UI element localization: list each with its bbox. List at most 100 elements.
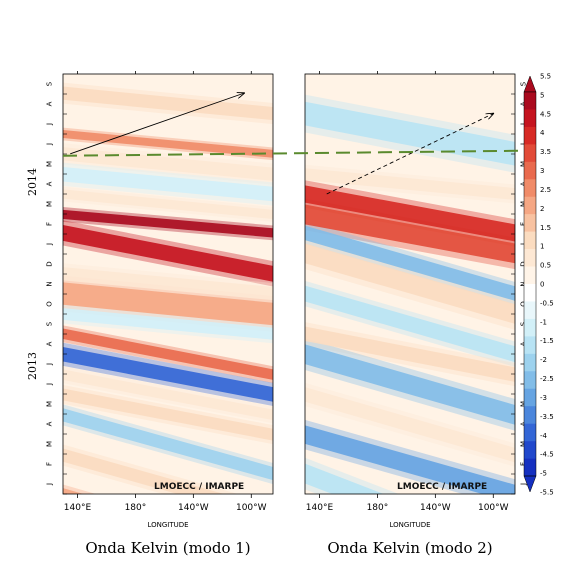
colorbar-label: -3 (540, 394, 547, 402)
colorbar-swatch (524, 371, 536, 390)
year-label-2014: 2014 (26, 168, 39, 196)
y-tick-label: J (46, 243, 54, 246)
y-tick-label: F (520, 222, 528, 226)
colorbar-frame (523, 91, 537, 477)
y-tick-label: M (520, 401, 528, 407)
y-tick-label: N (46, 281, 54, 286)
anomaly-band (305, 243, 515, 324)
colorbar-swatch (524, 266, 536, 285)
x-tick-label: 100°W (478, 503, 509, 513)
y-tick-label: J (46, 363, 54, 366)
anomaly-band (305, 463, 384, 494)
colorbar-swatch (524, 458, 536, 477)
y-tick-label: D (46, 261, 54, 266)
anomaly-field (305, 94, 515, 494)
colorbar-label: 4.5 (540, 110, 551, 118)
colorbar: 5.5 5 4.5 4 3.5 3 2.5 2 1.5 1 0.5 0 -0.5 -1 -1.5 -2 -2.5… (523, 73, 554, 497)
y-tick-label: J (46, 383, 54, 386)
anomaly-band (305, 326, 515, 382)
y-tick-label: A (46, 341, 54, 346)
y-tick-label: M (520, 201, 528, 207)
y-tick-label: A (520, 181, 528, 186)
anomaly-band (305, 387, 515, 463)
y-tick-label: M (46, 401, 54, 407)
colorbar-label: 1 (540, 243, 544, 251)
panel-title: Onda Kelvin (modo 2) (327, 539, 492, 557)
anomaly-band (63, 488, 84, 494)
phase-reference-line (62, 149, 521, 157)
colorbar-label: -1 (540, 318, 547, 326)
y-tick-label: O (46, 301, 54, 307)
y-tick-label: F (46, 462, 54, 466)
colorbar-swatch (524, 214, 536, 232)
y-tick-label: J (46, 123, 54, 126)
y-tick-label: A (46, 181, 54, 186)
y-tick-label: F (520, 462, 528, 466)
colorbar-label: -4 (540, 432, 548, 440)
y-tick-label: J (46, 483, 54, 486)
y-tick-label: N (520, 281, 528, 286)
x-axis-title: LONGITUDE (147, 521, 188, 529)
colorbar-swatch (524, 318, 536, 337)
anomaly-field (63, 82, 273, 494)
colorbar-swatch (524, 423, 536, 442)
panel-frame (304, 73, 516, 495)
anomaly-band (63, 189, 273, 220)
anomaly-band (63, 408, 273, 481)
anomaly-band (63, 308, 273, 340)
colorbar-swatch (524, 406, 536, 424)
y-tick-label: D (520, 261, 528, 266)
colorbar-label: -1.5 (540, 337, 554, 345)
colorbar-swatch (524, 249, 536, 267)
colorbar-swatch (524, 109, 536, 128)
propagation-arrow (326, 114, 494, 195)
anomaly-band (63, 346, 273, 402)
y-tick-label: A (520, 421, 528, 426)
y-tick-label: S (520, 321, 528, 326)
y-tick-label: J (46, 143, 54, 146)
anomaly-band (63, 369, 273, 421)
year-label-2013: 2013 (26, 352, 39, 380)
panel-mode-1: 140°E 180° 140°W 100°W J F M A M J J A S O N D J F M A M J J A S… (46, 71, 274, 557)
colorbar-swatch (524, 144, 536, 163)
x-tick-label: 100°W (236, 503, 267, 513)
colorbar-swatch (524, 92, 536, 110)
anomaly-band (305, 344, 515, 425)
y-tick-label: J (520, 483, 528, 486)
colorbar-label: -3.5 (540, 413, 554, 421)
colorbar-label: 0.5 (540, 262, 551, 270)
x-axis-title: LONGITUDE (389, 521, 430, 529)
colorbar-label: -5.5 (540, 489, 554, 497)
propagation-arrow (70, 93, 244, 155)
colorbar-label: 3.5 (540, 148, 551, 156)
colorbar-label: -5 (540, 470, 547, 478)
x-tick-label: 140°W (178, 503, 209, 513)
colorbar-label: 2 (540, 205, 544, 213)
y-tick-label: A (520, 341, 528, 346)
colorbar-swatch (524, 284, 536, 302)
colorbar-swatch (524, 196, 536, 215)
anomaly-band (63, 267, 273, 301)
y-tick-label: J (520, 143, 528, 146)
panel-mode-2: 140°E 180° 140°W 100°W J F M A M J J A S O N D J F M A M J J A S… (304, 71, 528, 557)
y-tick-label: S (46, 321, 54, 326)
colorbar-label: 1.5 (540, 224, 551, 232)
anomaly-band (63, 166, 273, 202)
x-tick-label: 140°E (306, 503, 334, 513)
y-tick-label: A (46, 421, 54, 426)
y-tick-label: F (46, 222, 54, 226)
colorbar-swatch (524, 353, 536, 372)
colorbar-swatch (524, 161, 536, 180)
axis-ticks: 140°E 180° 140°W 100°W J F M A M J J A S O N D J F M A M J J A S (46, 71, 267, 513)
colorbar-label: -0.5 (540, 299, 554, 307)
anomaly-band (63, 282, 273, 326)
colorbar-swatch (524, 336, 536, 355)
anomaly-band (305, 185, 515, 242)
y-tick-label: J (520, 123, 528, 126)
colorbar-swatch (524, 231, 536, 250)
y-tick-label: J (520, 383, 528, 386)
anomaly-band (63, 224, 273, 282)
colorbar-label: 4 (540, 129, 545, 137)
x-tick-label: 180° (367, 503, 389, 513)
